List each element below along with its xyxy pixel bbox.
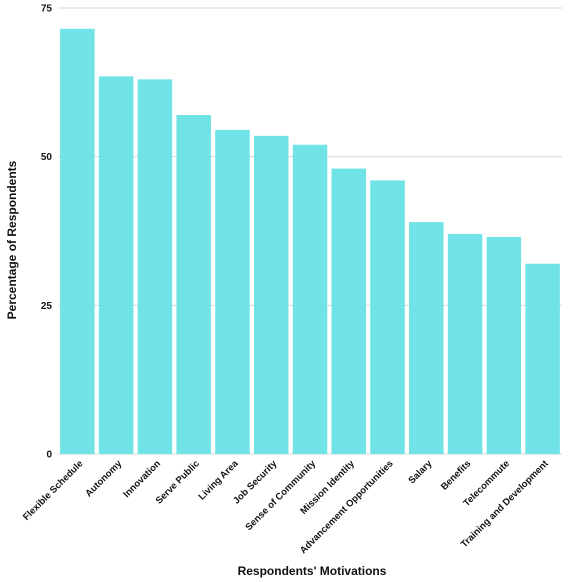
y-tick-label: 25 [41, 301, 53, 312]
bar [215, 129, 250, 454]
bar [292, 144, 328, 454]
bar [447, 233, 483, 454]
bar [60, 28, 95, 455]
bar [409, 222, 444, 454]
bar [525, 263, 560, 454]
x-tick-label: Sense of Community [244, 458, 319, 533]
bar [137, 79, 173, 455]
x-tick-label: Flexible Schedule [21, 458, 86, 523]
y-tick-label: 0 [46, 450, 52, 461]
x-tick-label: Autonomy [83, 458, 124, 499]
y-axis-title: Percentage of Respondents [5, 160, 19, 319]
bar [486, 236, 522, 454]
x-tick-label: Innovation [121, 458, 163, 500]
y-tick-label: 75 [41, 4, 53, 15]
bar [176, 115, 211, 454]
y-tick-label: 50 [41, 152, 53, 163]
bar [253, 135, 289, 454]
bar [370, 180, 405, 454]
x-axis-ticks: Flexible ScheduleAutonomyInnovationServe… [21, 458, 551, 556]
x-tick-label: Benefits [439, 458, 473, 492]
bar [331, 168, 367, 454]
bar [98, 76, 134, 454]
x-tick-label: Salary [406, 458, 434, 486]
y-axis-ticks: 0 25 50 75 [41, 4, 53, 461]
x-axis-title: Respondents' Motivations [238, 564, 387, 578]
bars [60, 28, 560, 455]
